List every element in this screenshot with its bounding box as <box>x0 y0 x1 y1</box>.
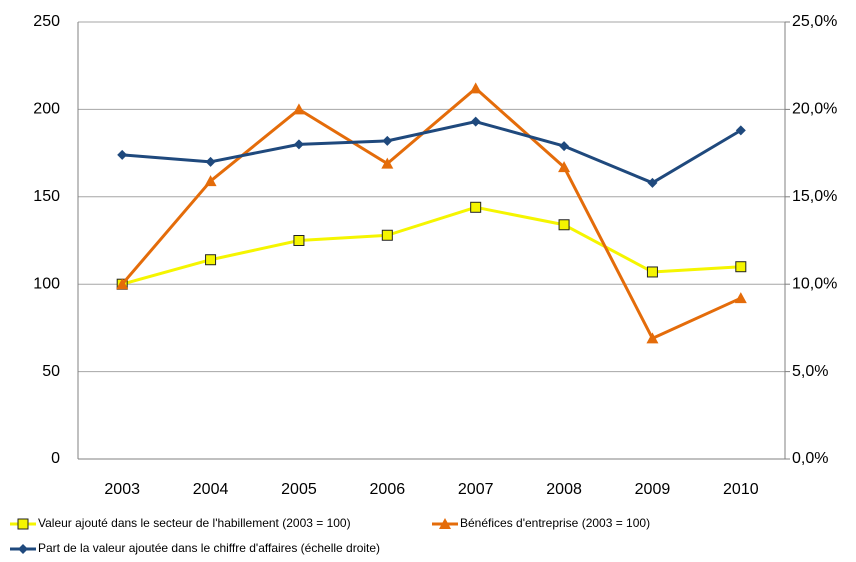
series-line <box>121 86 742 340</box>
legend-label: Bénéfices d'entreprise (2003 = 100) <box>460 516 650 530</box>
legend-label: Part de la valeur ajoutée dans le chiffr… <box>38 541 380 555</box>
series-line <box>121 205 741 286</box>
marker <box>735 261 747 273</box>
marker <box>117 149 128 160</box>
marker <box>558 161 571 173</box>
y2-tick-label: 0,0% <box>792 450 828 467</box>
marker <box>646 266 658 278</box>
marker <box>439 518 451 529</box>
y-tick-label: 50 <box>42 363 60 380</box>
y2-tick-label: 15,0% <box>792 188 837 205</box>
y-tick-label: 150 <box>33 188 60 205</box>
x-tick-label: 2006 <box>370 481 406 498</box>
y2-tick-label: 5,0% <box>792 363 828 380</box>
marker <box>18 544 28 554</box>
marker <box>558 219 570 231</box>
y2-tick-label: 25,0% <box>792 13 837 30</box>
marker <box>381 157 394 169</box>
marker <box>382 135 393 146</box>
marker <box>17 518 29 530</box>
x-tick-label: 2003 <box>104 481 140 498</box>
marker <box>469 82 482 94</box>
marker <box>470 116 481 127</box>
y2-tick-label: 20,0% <box>792 101 837 118</box>
marker <box>116 278 129 290</box>
series-line <box>122 120 742 185</box>
x-tick-label: 2005 <box>281 481 317 498</box>
marker <box>204 175 217 187</box>
marker <box>293 139 304 150</box>
x-tick-label: 2008 <box>546 481 582 498</box>
x-tick-label: 2007 <box>458 481 494 498</box>
marker <box>205 156 216 167</box>
y-tick-label: 0 <box>51 450 60 467</box>
marker <box>292 103 305 115</box>
x-tick-label: 2004 <box>193 481 229 498</box>
marker <box>205 254 217 266</box>
marker <box>559 141 570 152</box>
y-tick-label: 100 <box>33 275 60 292</box>
marker <box>470 201 482 213</box>
y-tick-label: 200 <box>33 101 60 118</box>
marker <box>381 229 393 241</box>
marker <box>293 235 305 246</box>
marker <box>646 332 659 344</box>
legend-label: Valeur ajouté dans le secteur de l'habil… <box>38 516 351 530</box>
marker <box>734 292 747 304</box>
x-tick-label: 2009 <box>635 481 671 498</box>
x-tick-label: 2010 <box>723 481 759 498</box>
marker <box>735 125 746 136</box>
marker <box>647 177 658 188</box>
y2-tick-label: 10,0% <box>792 275 837 292</box>
y-tick-label: 250 <box>33 13 60 30</box>
